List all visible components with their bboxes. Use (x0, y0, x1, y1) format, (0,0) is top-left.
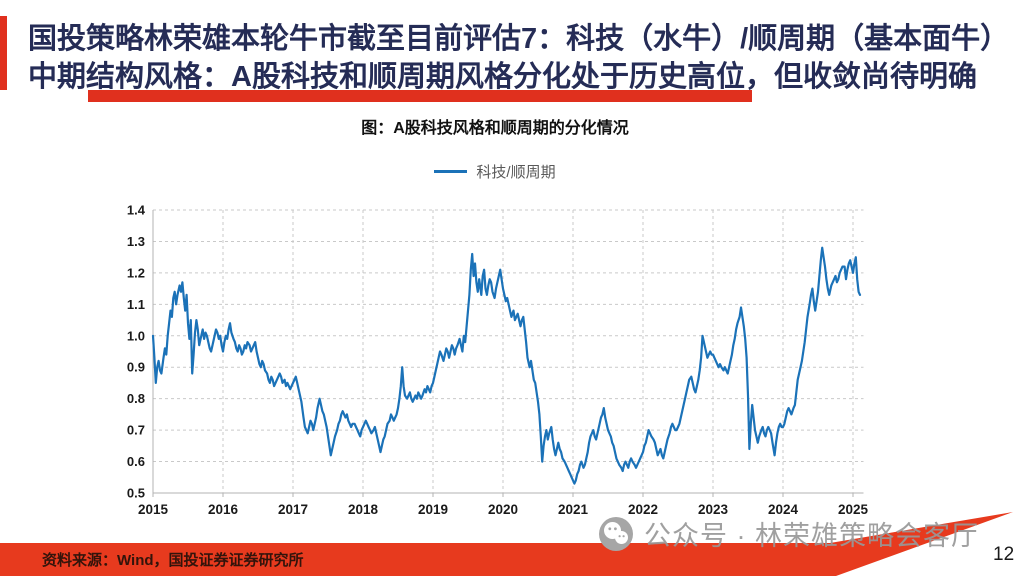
x-tick-label: 2016 (208, 502, 239, 517)
x-tick-label: 2020 (488, 502, 518, 517)
x-tick-label: 2015 (138, 502, 169, 517)
legend-line-swatch (434, 170, 468, 173)
y-tick-label: 1.0 (127, 328, 145, 343)
watermark: 公众号 · 林荣雄策略会客厅 (598, 514, 979, 553)
page-number: 12 (993, 544, 1015, 565)
x-tick-label: 2018 (348, 502, 379, 517)
slide-title-line2: 中期结构风格：A股科技和顺周期风格分化处于历史高位，但收敛尚待明确 (28, 61, 977, 93)
footer-red-band (0, 512, 1013, 576)
y-tick-label: 1.3 (127, 234, 145, 249)
series-line (151, 246, 862, 485)
chart-title: 图：A股科技风格和顺周期的分化情况 (361, 120, 629, 137)
footer-ribbon (0, 512, 1013, 576)
legend-label: 科技/顺周期 (476, 164, 556, 181)
x-tick-label: 2019 (418, 502, 448, 517)
x-tick-label: 2022 (628, 502, 658, 517)
source-note: 资料来源：Wind，国投证券证券研究所 (42, 552, 304, 569)
wechat-icon (599, 516, 633, 551)
watermark-text: 公众号 · 林荣雄策略会客厅 (644, 521, 979, 551)
header-accent-bar (0, 16, 7, 90)
x-tick-label: 2017 (278, 502, 308, 517)
x-tick-label: 2025 (838, 502, 869, 517)
chart-canvas: 0.5 0.6 0.7 0.8 0.9 1.0 1.1 1.2 1.3 1.4 2015 2016 20… (127, 203, 869, 518)
slide-title-line1: 国投策略林荣雄本轮牛市截至目前评估7：科技（水牛）/顺周期（基本面牛） (28, 23, 1010, 55)
y-tick-label: 1.1 (127, 297, 145, 312)
y-tick-label: 0.9 (127, 360, 145, 375)
y-tick-label: 0.7 (127, 423, 145, 438)
y-tick-label: 0.5 (127, 486, 145, 501)
header-underline-bar (88, 90, 752, 102)
chart-legend: 科技/顺周期 (110, 161, 880, 182)
x-tick-label: 2023 (698, 502, 729, 517)
y-tick-label: 1.4 (127, 203, 146, 218)
y-tick-label: 1.2 (127, 265, 145, 280)
y-tick-label: 0.8 (127, 391, 145, 406)
y-tick-label: 0.6 (127, 454, 145, 469)
x-tick-label: 2024 (768, 502, 799, 517)
x-tick-label: 2021 (558, 502, 589, 517)
